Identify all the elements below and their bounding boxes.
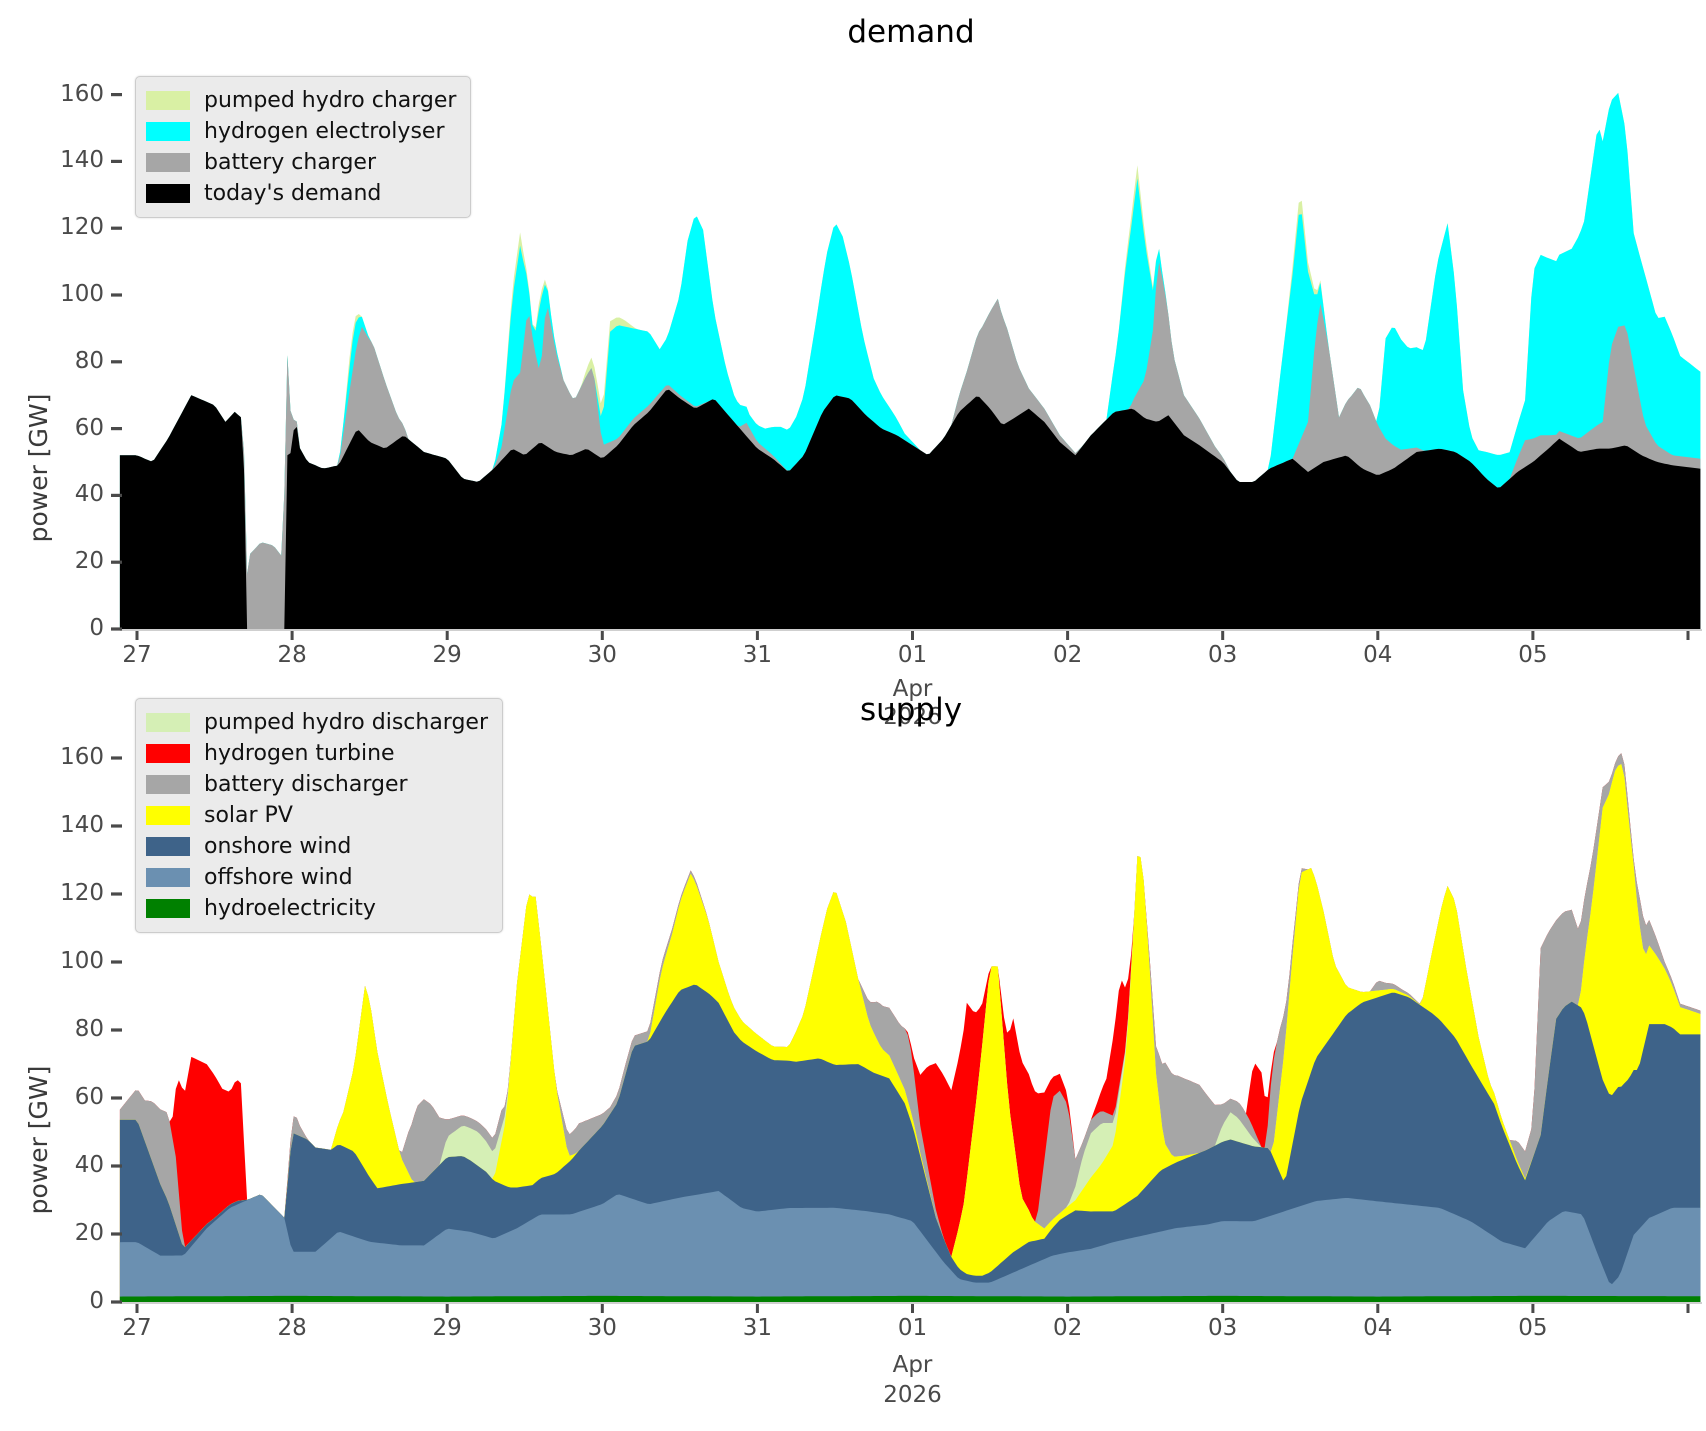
demand-x-tick-label: 02 <box>1052 642 1083 668</box>
legend-swatch-icon <box>146 775 190 794</box>
legend-swatch-icon <box>146 122 190 141</box>
supply-x-tick-label: 28 <box>277 1315 307 1341</box>
supply-area-hydroelectricity <box>119 1295 1701 1302</box>
demand-legend-item-today-s-demand: today's demand <box>146 178 456 209</box>
legend-item-label: today's demand <box>204 181 382 206</box>
demand-y-tick-label: 60 <box>74 414 104 441</box>
supply-area-offshore-wind <box>119 1191 1701 1302</box>
supply-y-tick-label: 160 <box>60 744 104 770</box>
demand-x-tick-label: 27 <box>122 642 152 668</box>
demand-x-year-label: 2026 <box>883 704 942 730</box>
supply-x-month-label: Apr <box>892 1352 933 1378</box>
demand-x-tick-label: 31 <box>742 642 773 668</box>
demand-y-tick-label: 0 <box>89 615 104 641</box>
legend-swatch-icon <box>146 837 190 856</box>
supply-y-tick-label: 80 <box>74 1016 104 1042</box>
legend-item-label: battery charger <box>204 150 377 175</box>
demand-x-tick-label: 30 <box>587 642 617 668</box>
supply-x-tick-label: 31 <box>742 1315 773 1341</box>
demand-x-tick-label: 29 <box>432 642 462 668</box>
legend-item-label: onshore wind <box>204 834 352 859</box>
demand-legend: pumped hydro charger hydrogen electrolyse… <box>135 76 472 218</box>
demand-x-tick-label: 04 <box>1363 642 1393 668</box>
demand-legend-item-hydrogen-electrolyser: hydrogen electrolyser <box>146 116 456 147</box>
supply-x-tick-label: 30 <box>587 1315 617 1341</box>
supply-x-tick-label: 27 <box>122 1315 152 1341</box>
demand-legend-item-pumped-hydro-charger: pumped hydro charger <box>146 85 456 116</box>
legend-swatch-icon <box>146 899 190 918</box>
legend-item-label: pumped hydro discharger <box>204 710 489 735</box>
demand-y-tick-label: 160 <box>60 80 104 107</box>
supply-legend-item-hydrogen-turbine: hydrogen turbine <box>146 738 488 769</box>
supply-legend-item-onshore-wind: onshore wind <box>146 831 488 862</box>
legend-swatch-icon <box>146 868 190 887</box>
legend-item-label: solar PV <box>204 803 293 828</box>
supply-x-tick-label: 03 <box>1208 1315 1238 1341</box>
demand-y-tick-label: 140 <box>60 147 104 174</box>
demand-x-tick-label: 03 <box>1208 642 1238 668</box>
legend-swatch-icon <box>146 153 190 172</box>
legend-item-label: pumped hydro charger <box>204 88 457 113</box>
supply-y-tick-label: 100 <box>60 948 104 974</box>
supply-legend-item-solar-pv: solar PV <box>146 800 488 831</box>
supply-legend-item-hydroelectricity: hydroelectricity <box>146 893 488 924</box>
demand-chart-title: demand <box>847 14 975 50</box>
supply-legend-item-offshore-wind: offshore wind <box>146 862 488 893</box>
demand-y-tick-label: 20 <box>74 548 104 575</box>
supply-legend-item-pumped-hydro-discharger: pumped hydro discharger <box>146 707 488 738</box>
demand-area-today-s-demand <box>119 389 1701 629</box>
legend-item-label: offshore wind <box>204 865 353 890</box>
supply-y-tick-label: 20 <box>74 1220 104 1246</box>
demand-x-month-label: Apr <box>892 676 933 702</box>
supply-y-tick-label: 120 <box>60 880 104 906</box>
supply-chart-title: supply <box>859 692 963 728</box>
legend-item-label: hydrogen turbine <box>204 741 395 766</box>
legend-swatch-icon <box>146 713 190 732</box>
legend-swatch-icon <box>146 744 190 763</box>
supply-x-tick-label: 01 <box>897 1315 928 1341</box>
supply-legend: pumped hydro discharger hydrogen turbine b… <box>135 698 504 933</box>
demand-legend-item-battery-charger: battery charger <box>146 147 456 178</box>
demand-x-tick-label: 05 <box>1518 642 1548 668</box>
supply-x-tick-label: 04 <box>1363 1315 1393 1341</box>
legend-swatch-icon <box>146 184 190 203</box>
supply-y-tick-label: 40 <box>74 1152 104 1178</box>
supply-x-year-label: 2026 <box>883 1382 942 1408</box>
supply-x-tick-label: 05 <box>1518 1315 1548 1341</box>
supply-x-tick-label: 29 <box>432 1315 462 1341</box>
supply-y-tick-label: 0 <box>89 1288 104 1314</box>
demand-y-tick-label: 100 <box>60 281 104 307</box>
demand-y-tick-label: 120 <box>60 214 104 241</box>
supply-x-tick-label: 02 <box>1052 1315 1083 1341</box>
supply-y-tick-label: 140 <box>60 812 104 838</box>
legend-item-label: hydroelectricity <box>204 896 376 921</box>
legend-item-label: hydrogen electrolyser <box>204 119 445 144</box>
legend-swatch-icon <box>146 806 190 825</box>
demand-x-tick-label: 28 <box>277 642 307 668</box>
supply-legend-item-battery-discharger: battery discharger <box>146 769 488 800</box>
legend-item-label: battery discharger <box>204 772 408 797</box>
demand-x-tick-label: 01 <box>897 642 928 668</box>
supply-y-tick-label: 60 <box>74 1084 104 1110</box>
demand-y-tick-label: 80 <box>74 347 104 374</box>
demand-y-tick-label: 40 <box>74 481 104 508</box>
legend-swatch-icon <box>146 91 190 110</box>
